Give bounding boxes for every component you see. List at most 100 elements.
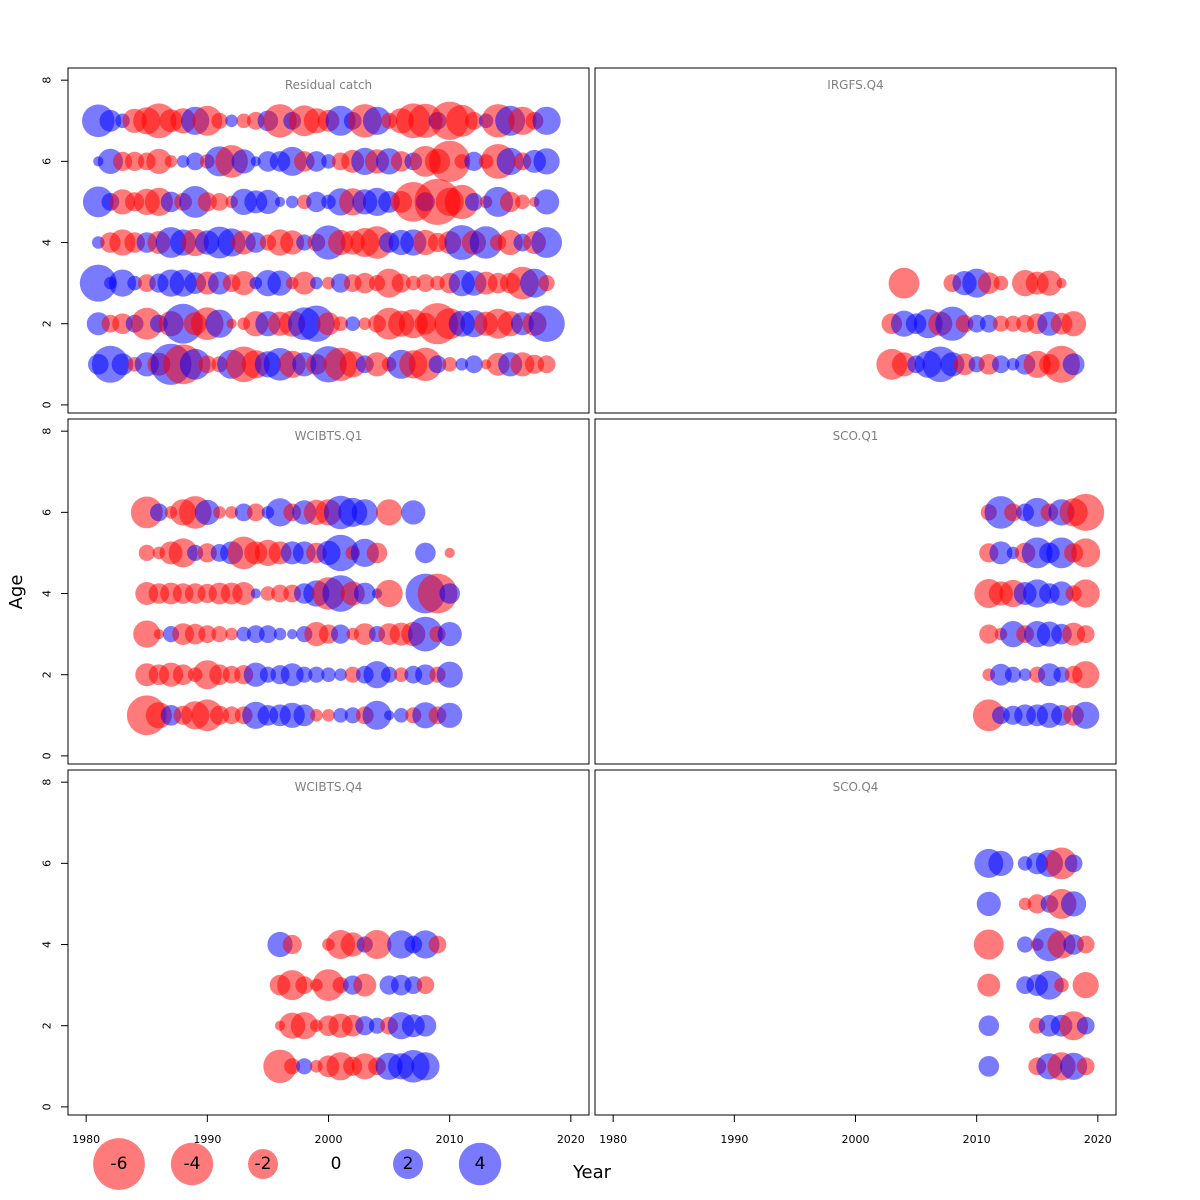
- residual-bubble: [321, 667, 336, 682]
- residual-bubble: [271, 584, 289, 603]
- residual-bubble: [1062, 353, 1085, 376]
- residual-bubble: [401, 500, 426, 525]
- x-tick-label: 2020: [557, 1133, 585, 1146]
- y-tick-label: 6: [41, 860, 54, 867]
- residual-bubble: [133, 620, 161, 648]
- residual-bubble: [353, 623, 376, 645]
- residual-bubble: [176, 155, 190, 168]
- residual-bubble: [312, 969, 345, 1001]
- residual-bubble: [280, 230, 305, 255]
- panel-frame: [594, 67, 1117, 414]
- residual-bubble: [375, 579, 403, 608]
- residual-bubble: [532, 106, 561, 135]
- residual-bubble: [210, 193, 229, 211]
- residual-bubble: [979, 624, 999, 644]
- residual-bubble: [322, 709, 335, 722]
- legend-label: 2: [403, 1154, 414, 1174]
- residual-bubble: [246, 503, 265, 522]
- residual-bubble: [415, 664, 436, 685]
- residual-bubble: [236, 113, 251, 129]
- residual-bubble: [243, 662, 268, 687]
- residual-bubble: [436, 661, 463, 688]
- residual-bubble: [1061, 891, 1087, 917]
- residual-bubble: [306, 151, 327, 172]
- residual-bubble: [437, 622, 462, 647]
- residual-bubble: [533, 148, 560, 175]
- residual-bubble: [408, 347, 443, 381]
- residual-bubble: [973, 929, 1004, 960]
- residual-bubble: [988, 850, 1014, 877]
- residual-bubble: [225, 627, 238, 641]
- residual-bubble: [1018, 668, 1032, 681]
- y-axis: 0 2 4 6 8: [41, 428, 69, 759]
- y-axis: 0 2 4 6 8: [41, 77, 69, 408]
- residual-bubble: [1076, 1016, 1095, 1035]
- residual-bubble: [978, 1056, 1000, 1077]
- residual-bubble: [362, 700, 392, 730]
- residual-bubble: [267, 270, 293, 296]
- y-tick-label: 6: [41, 158, 54, 165]
- residual-bubble: [290, 1012, 318, 1040]
- y-tick-label: 0: [41, 752, 54, 759]
- residual-bubble: [520, 268, 549, 298]
- panel-sco-q1: SCO.Q1: [594, 418, 1117, 765]
- residual-bubble: [428, 355, 447, 374]
- residual-bubble: [353, 582, 376, 605]
- residual-bubble: [284, 1058, 301, 1075]
- y-tick-label: 8: [41, 428, 54, 435]
- y-tick-label: 8: [41, 779, 54, 786]
- residual-bubble: [354, 272, 376, 294]
- residual-bubble: [362, 930, 392, 959]
- residual-bubble: [376, 499, 403, 526]
- residual-bubble: [1064, 854, 1083, 873]
- residual-bubble: [464, 151, 484, 171]
- residual-bubble: [1054, 977, 1069, 993]
- residual-bubble: [416, 274, 435, 292]
- y-axis: 0 2 4 6 8: [41, 779, 69, 1110]
- x-tick-label: 2010: [436, 1133, 464, 1146]
- residual-bubble: [977, 973, 1001, 997]
- residual-bubble: [366, 542, 388, 564]
- residual-bubble: [263, 104, 297, 138]
- residual-bubble: [296, 666, 313, 683]
- residual-bubble: [355, 1016, 375, 1036]
- residual-bubble: [259, 625, 277, 643]
- legend-label: -2: [255, 1154, 272, 1174]
- panel-title: SCO.Q1: [833, 429, 879, 443]
- residual-bubble: [439, 583, 461, 604]
- residual-bubble: [153, 629, 164, 640]
- residual-bubble: [1072, 701, 1100, 729]
- residual-bubble: [363, 661, 391, 689]
- legend-entry: 0: [331, 1154, 342, 1174]
- residual-bubble: [442, 357, 458, 372]
- residual-bubble: [465, 193, 483, 211]
- residual-bubble: [321, 154, 336, 169]
- residual-bubble: [953, 353, 976, 376]
- residual-bubble: [1037, 663, 1061, 687]
- legend-bubble: [458, 1142, 502, 1186]
- bubble-size-legend: -6 -4 -2 0 2 4: [93, 1138, 502, 1190]
- legend-entry: -2: [248, 1149, 278, 1179]
- y-tick-label: 4: [41, 239, 54, 246]
- residual-bubble: [282, 934, 302, 955]
- residual-bubble: [345, 316, 361, 332]
- residual-bubble: [138, 544, 155, 562]
- residual-bubble: [333, 316, 348, 332]
- residual-bubble: [990, 663, 1012, 686]
- residual-bubble: [429, 140, 471, 182]
- residual-bubble: [226, 318, 237, 329]
- residual-bubble: [989, 541, 1013, 565]
- residual-bubble: [416, 976, 435, 994]
- legend-label: -6: [111, 1154, 128, 1174]
- residual-bubble: [469, 226, 503, 259]
- residual-bubble: [1076, 935, 1095, 954]
- residual-bubble: [534, 189, 560, 215]
- panel-title: WCIBTS.Q4: [295, 780, 363, 794]
- residual-bubble: [99, 109, 122, 132]
- residual-bubble: [263, 1049, 297, 1084]
- y-tick-label: 2: [41, 1022, 54, 1029]
- y-tick-label: 4: [41, 941, 54, 948]
- residual-bubble: [538, 275, 555, 292]
- residual-bubble: [1072, 972, 1099, 999]
